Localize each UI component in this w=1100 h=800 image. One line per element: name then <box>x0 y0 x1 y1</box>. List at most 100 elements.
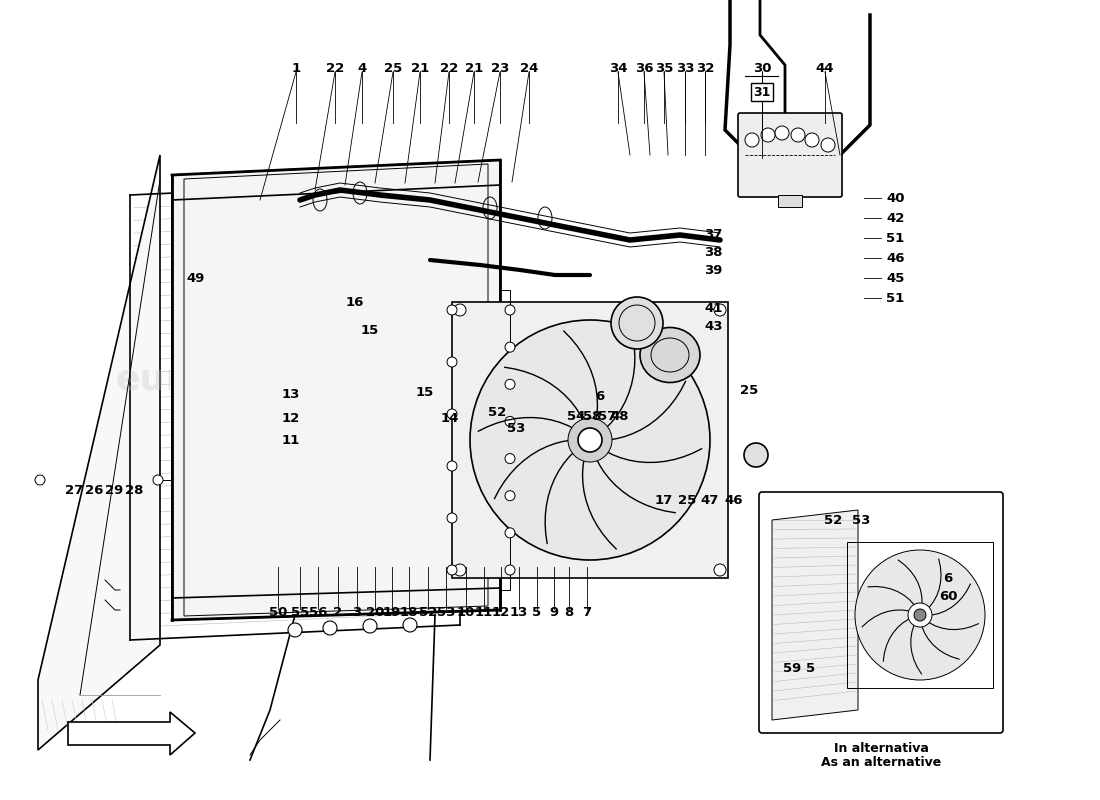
Text: 30: 30 <box>752 62 771 74</box>
Circle shape <box>914 609 926 621</box>
Text: 46: 46 <box>886 251 904 265</box>
Circle shape <box>363 619 377 633</box>
Circle shape <box>791 128 805 142</box>
Ellipse shape <box>640 327 700 382</box>
Text: 33: 33 <box>675 62 694 74</box>
Circle shape <box>447 409 456 419</box>
Text: 48: 48 <box>610 410 629 422</box>
Text: 23: 23 <box>491 62 509 74</box>
Text: 6: 6 <box>595 390 605 403</box>
Text: 47: 47 <box>700 494 718 506</box>
Text: 17: 17 <box>654 494 673 506</box>
Circle shape <box>714 564 726 576</box>
Circle shape <box>505 528 515 538</box>
Text: 4: 4 <box>358 62 366 74</box>
Text: 2: 2 <box>333 606 342 618</box>
Circle shape <box>714 304 726 316</box>
Circle shape <box>153 475 163 485</box>
Circle shape <box>855 550 984 680</box>
Text: 7: 7 <box>582 606 592 618</box>
Text: 51: 51 <box>886 231 904 245</box>
Text: In alternativa: In alternativa <box>834 742 928 754</box>
Circle shape <box>908 603 932 627</box>
Circle shape <box>505 417 515 426</box>
Text: 59: 59 <box>783 662 801 674</box>
Ellipse shape <box>610 297 663 349</box>
Text: 35: 35 <box>654 62 673 74</box>
Text: 29: 29 <box>104 483 123 497</box>
Polygon shape <box>772 510 858 720</box>
Text: 11: 11 <box>282 434 300 447</box>
Text: eurospares: eurospares <box>475 423 704 457</box>
Text: 12: 12 <box>282 411 300 425</box>
Text: 25: 25 <box>740 383 758 397</box>
Text: 38: 38 <box>704 246 723 258</box>
Text: 51: 51 <box>886 291 904 305</box>
Circle shape <box>454 564 466 576</box>
Circle shape <box>470 320 710 560</box>
Text: 27: 27 <box>65 483 84 497</box>
Circle shape <box>505 490 515 501</box>
Text: 6: 6 <box>944 571 953 585</box>
Text: 53: 53 <box>507 422 525 434</box>
Text: 39: 39 <box>704 263 723 277</box>
Circle shape <box>578 428 602 452</box>
Text: 45: 45 <box>886 271 904 285</box>
Text: 46: 46 <box>724 494 743 506</box>
Text: 25: 25 <box>384 62 403 74</box>
Text: 21: 21 <box>465 62 483 74</box>
Text: 15: 15 <box>361 323 379 337</box>
Circle shape <box>447 565 456 575</box>
Polygon shape <box>39 155 160 750</box>
Text: 9: 9 <box>549 606 559 618</box>
Text: 11: 11 <box>475 606 493 618</box>
Text: 1: 1 <box>292 62 300 74</box>
Text: 5: 5 <box>532 606 541 618</box>
Text: 60: 60 <box>938 590 957 602</box>
Circle shape <box>447 357 456 367</box>
Text: 10: 10 <box>456 606 475 618</box>
Text: 5: 5 <box>806 662 815 674</box>
Ellipse shape <box>744 443 768 467</box>
Text: 36: 36 <box>635 62 653 74</box>
Circle shape <box>403 618 417 632</box>
Circle shape <box>505 454 515 463</box>
Text: 28: 28 <box>124 483 143 497</box>
Circle shape <box>454 304 466 316</box>
FancyBboxPatch shape <box>759 492 1003 733</box>
Text: 12: 12 <box>492 606 510 618</box>
Text: 19: 19 <box>383 606 402 618</box>
Text: 41: 41 <box>704 302 723 314</box>
FancyBboxPatch shape <box>738 113 842 197</box>
Circle shape <box>505 379 515 390</box>
Circle shape <box>447 305 456 315</box>
Text: 57: 57 <box>598 410 616 422</box>
Polygon shape <box>172 160 500 620</box>
Circle shape <box>745 133 759 147</box>
Text: As an alternative: As an alternative <box>821 755 942 769</box>
Text: 34: 34 <box>608 62 627 74</box>
Text: 52: 52 <box>488 406 506 419</box>
Text: 52: 52 <box>824 514 843 526</box>
Bar <box>452 302 728 578</box>
Text: 8: 8 <box>564 606 573 618</box>
Circle shape <box>505 305 515 315</box>
Text: 52: 52 <box>419 606 437 618</box>
Text: 24: 24 <box>520 62 538 74</box>
Text: 18: 18 <box>399 606 418 618</box>
Text: 58: 58 <box>583 410 602 422</box>
Text: 20: 20 <box>366 606 384 618</box>
Text: 42: 42 <box>886 211 904 225</box>
Text: 44: 44 <box>816 62 834 74</box>
Text: 49: 49 <box>187 271 206 285</box>
Text: 32: 32 <box>696 62 714 74</box>
Text: 13: 13 <box>509 606 528 618</box>
Text: 21: 21 <box>411 62 429 74</box>
Text: 15: 15 <box>416 386 434 399</box>
Text: 31: 31 <box>754 86 771 98</box>
Ellipse shape <box>854 494 886 526</box>
Text: 25: 25 <box>678 494 696 506</box>
Circle shape <box>505 565 515 575</box>
Text: eurospares: eurospares <box>116 363 344 397</box>
Bar <box>778 195 802 207</box>
